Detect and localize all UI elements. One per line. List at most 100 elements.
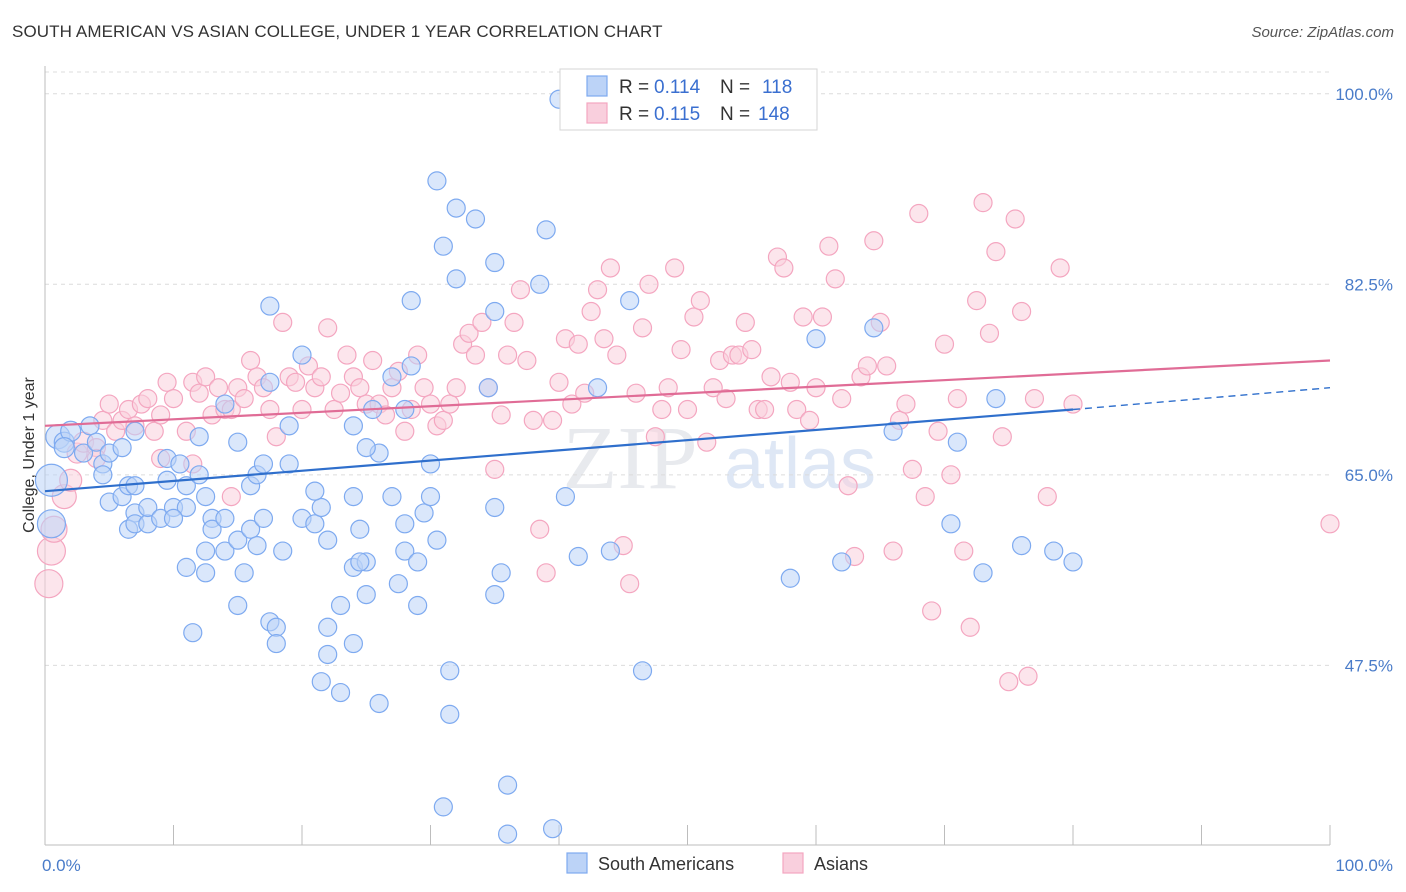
data-point <box>138 389 158 409</box>
legend-stats: R = 0.114 N = 118 R = 0.115 N = 148 <box>559 68 818 131</box>
chart-source: Source: ZipAtlas.com <box>1251 24 1394 41</box>
data-point <box>864 318 884 338</box>
data-point <box>555 487 576 507</box>
data-point <box>73 443 94 463</box>
bottom-legend-swatch-south-americans <box>566 852 588 874</box>
data-point <box>967 291 987 311</box>
data-point <box>273 541 293 561</box>
data-point <box>363 350 383 371</box>
data-point <box>992 427 1012 447</box>
data-point <box>125 476 145 496</box>
data-point <box>472 312 492 333</box>
data-point <box>356 584 376 605</box>
data-point <box>292 399 312 420</box>
data-point <box>510 280 531 300</box>
data-point <box>530 519 550 539</box>
data-point <box>632 318 653 338</box>
data-point <box>947 389 967 409</box>
legend-swatch-south-americans <box>586 75 608 97</box>
data-point <box>761 367 781 387</box>
data-point <box>620 291 640 311</box>
data-point <box>542 410 563 430</box>
data-point <box>53 437 75 459</box>
data-point <box>80 416 100 436</box>
data-point <box>260 372 280 392</box>
data-point <box>311 367 331 387</box>
data-point <box>356 438 376 458</box>
data-point <box>202 519 222 539</box>
data-point <box>311 497 331 518</box>
data-point <box>330 682 351 703</box>
data-point <box>292 345 312 365</box>
data-point <box>780 568 800 588</box>
data-point <box>1018 666 1038 686</box>
data-point <box>215 541 235 561</box>
data-point <box>517 350 537 371</box>
data-point <box>690 291 710 311</box>
data-point <box>330 383 351 403</box>
data-point <box>241 519 261 539</box>
data-point <box>986 242 1006 262</box>
data-point <box>754 399 775 420</box>
data-point <box>485 584 505 605</box>
data-point <box>253 454 274 474</box>
data-point <box>857 356 878 376</box>
trend-line-extension-south-americans <box>1072 387 1331 411</box>
data-point <box>176 557 196 577</box>
data-point <box>176 497 196 518</box>
data-point <box>877 356 897 376</box>
legend-swatch-asians <box>586 102 608 124</box>
watermark: ZIP atlas <box>563 409 877 508</box>
data-point <box>144 421 164 441</box>
data-point <box>523 410 543 430</box>
data-point <box>99 394 119 414</box>
data-point <box>825 269 845 289</box>
data-point <box>395 541 415 561</box>
axes <box>44 66 1331 846</box>
data-point <box>408 595 428 616</box>
data-point <box>665 258 685 278</box>
data-point <box>330 595 351 616</box>
data-point <box>819 236 839 256</box>
data-point <box>1050 258 1070 278</box>
data-point <box>806 329 826 349</box>
data-point <box>883 541 903 561</box>
data-point <box>112 438 132 458</box>
data-point <box>266 427 286 447</box>
data-point <box>241 350 261 371</box>
y-tick-label: 82.5% <box>1345 275 1393 294</box>
data-point <box>485 301 505 322</box>
x-tick-label: 0.0% <box>42 856 81 875</box>
data-point <box>568 334 588 354</box>
data-point <box>420 394 441 414</box>
x-tick-labels: 0.0% 100.0% <box>42 856 1393 875</box>
data-point <box>1044 541 1064 561</box>
data-point <box>414 378 434 398</box>
data-point <box>485 252 505 273</box>
data-point <box>318 644 338 665</box>
data-point <box>1005 209 1025 229</box>
data-point <box>318 530 338 550</box>
data-point <box>838 476 858 496</box>
data-point <box>260 296 280 316</box>
data-point <box>498 775 518 795</box>
data-point <box>941 465 961 485</box>
data-point <box>228 432 248 452</box>
bottom-legend-swatch-asians <box>782 852 804 874</box>
data-point <box>343 487 363 507</box>
data-point <box>350 378 370 398</box>
data-point <box>234 563 254 583</box>
data-point <box>420 454 441 474</box>
y-axis-title: College, Under 1 year <box>21 377 38 533</box>
data-point <box>536 220 556 240</box>
data-point <box>542 819 563 839</box>
data-point <box>221 487 241 507</box>
data-point <box>446 269 466 289</box>
legend-n-label-2: N = <box>720 104 750 125</box>
data-point <box>279 454 299 474</box>
data-point <box>639 274 659 294</box>
data-point <box>478 378 498 398</box>
x-tick-label: 100.0% <box>1335 856 1393 875</box>
data-point <box>799 410 820 430</box>
data-point <box>401 291 421 311</box>
